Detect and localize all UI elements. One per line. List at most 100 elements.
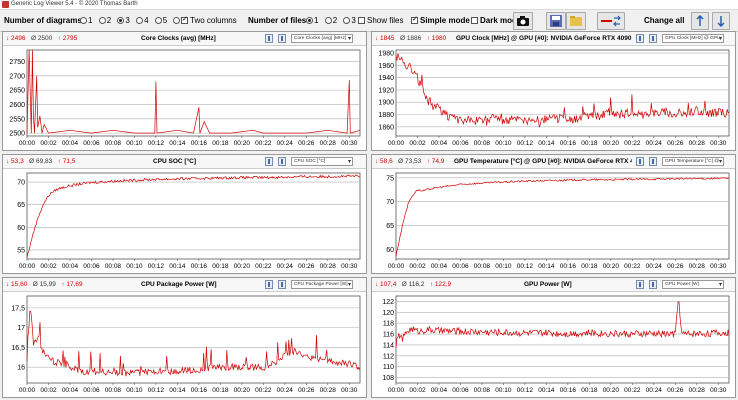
x-tick-label: 00:00 [19,387,36,394]
folder-button[interactable] [566,12,586,30]
x-tick-label: 00:18 [581,140,598,147]
folder-icon [570,16,582,26]
diagram-radio-4[interactable]: 4 [136,16,149,25]
x-tick-label: 00:30 [710,387,727,394]
file-radio-2[interactable]: 2 [324,16,337,25]
x-tick-label: 00:10 [126,387,143,394]
x-tick-label: 00:10 [495,140,512,147]
window-title: Generic Log Viewer 5.4 - © 2020 Thomas B… [11,1,138,7]
x-tick-label: 00:26 [667,263,684,270]
x-tick-label: 00:28 [320,263,337,270]
axis-settings-button[interactable] [636,157,644,166]
dark-mode-checkbox[interactable]: Dark mod [471,16,517,25]
diagram-radio-3[interactable]: 3 [117,16,130,25]
panel-title: GPU Power [W] [524,281,572,288]
x-tick-label: 00:22 [255,263,272,270]
swap-lines-button[interactable] [597,12,625,30]
toolbar: Number of diagrams 1 2 3 4 5 6 Two colum… [0,10,738,32]
axis-settings-button[interactable] [265,280,273,289]
y-tick-label: 1900 [378,100,394,107]
swap-lines-icon [601,15,621,27]
y-tick-label: 2600 [9,102,25,109]
y-tick-label: 114 [383,342,394,349]
channel-select[interactable]: Core Clocks (avg) [MHz] [291,34,353,43]
app-icon [2,1,9,8]
x-tick-label: 00:14 [169,140,186,147]
sort-up-button[interactable] [691,12,709,30]
x-tick-label: 00:06 [83,140,100,147]
x-tick-label: 00:02 [409,263,426,270]
x-tick-label: 00:18 [212,387,229,394]
x-tick-label: 00:02 [409,387,426,394]
save-button[interactable] [546,12,566,30]
x-tick-label: 00:16 [191,140,208,147]
axis-reset-button[interactable] [649,34,657,43]
axis-settings-button[interactable] [265,34,273,43]
diagram-radio-1[interactable]: 1 [80,16,92,25]
x-tick-label: 00:10 [495,387,512,394]
diagram-radio-2[interactable]: 2 [98,16,111,25]
y-tick-label: 112 [383,353,394,360]
x-tick-label: 00:18 [581,387,598,394]
x-tick-label: 00:20 [234,387,251,394]
channel-select[interactable]: GPU Power [W] [662,280,724,289]
axis-reset-button[interactable] [278,157,286,166]
axis-settings-button[interactable] [265,157,273,166]
x-tick-label: 00:26 [667,140,684,147]
x-tick-label: 00:04 [62,263,79,270]
x-tick-label: 00:14 [169,263,186,270]
channel-select[interactable]: GPU Clock [MHz] @ GPU [662,34,724,43]
axis-settings-button[interactable] [636,34,644,43]
panel-header: ↓ 107,4 Ø 116,2 ↑ 122,9 GPU Power [W] GP… [372,278,735,292]
x-tick-label: 00:20 [234,263,251,270]
x-tick-label: 00:26 [298,263,315,270]
panel-stats: ↓ 58,6 Ø 73,53 ↑ 74,9 [375,158,445,165]
file-radio-1[interactable]: 1 [306,16,318,25]
x-tick-label: 00:22 [255,387,272,394]
panel-stats: ↓ 107,4 Ø 116,2 ↑ 122,9 [375,281,452,288]
x-tick-label: 00:02 [409,140,426,147]
simple-mode-checkbox[interactable]: Simple mode [411,15,470,25]
y-tick-label: 65 [386,223,394,230]
file-radio-3[interactable]: 3 [343,16,356,25]
panel-header: ↓ 15,60 Ø 15,99 ↑ 17,69 CPU Package Powe… [3,278,366,292]
x-tick-label: 00:02 [40,263,57,270]
series-line [26,174,361,258]
x-tick-label: 00:04 [62,387,79,394]
x-tick-label: 00:22 [624,263,641,270]
axis-reset-button[interactable] [649,280,657,289]
two-columns-checkbox[interactable]: Two columns [181,15,237,25]
window-titlebar: Generic Log Viewer 5.4 - © 2020 Thomas B… [0,0,738,10]
x-tick-label: 00:18 [581,263,598,270]
panel-header: ↓ 1845 Ø 1886 ↑ 1980 GPU Clock [MHz] @ G… [372,32,735,46]
camera-button[interactable] [513,12,533,30]
y-tick-label: 1880 [378,112,394,119]
show-files-checkbox[interactable]: Show files [358,16,403,25]
x-tick-label: 00:04 [431,263,448,270]
axis-reset-button[interactable] [278,280,286,289]
y-tick-label: 60 [17,225,25,232]
channel-select[interactable]: CPU Package Power [W] [291,280,353,289]
x-tick-label: 00:20 [603,387,620,394]
diagram-radio-5[interactable]: 5 [154,16,167,25]
y-tick-label: 110 [383,364,394,371]
y-tick-label: 2550 [9,116,25,123]
x-tick-label: 00:24 [277,263,294,270]
channel-select[interactable]: CPU SOC [°C] [291,157,353,166]
channel-select[interactable]: GPU Temperature [°C] @ [662,157,724,166]
x-tick-label: 00:14 [538,387,555,394]
x-tick-label: 00:30 [341,140,358,147]
x-tick-label: 00:16 [560,387,577,394]
axis-settings-button[interactable] [636,280,644,289]
axis-reset-button[interactable] [649,157,657,166]
axis-reset-button[interactable] [278,34,286,43]
panel-header: ↓ 2496 Ø 2500 ↑ 2795 Core Clocks (avg) [… [3,32,366,46]
x-tick-label: 00:00 [388,387,405,394]
num-files-label: Number of files [248,16,307,25]
sort-down-button[interactable] [712,12,730,30]
plot-area [26,172,361,260]
x-tick-label: 00:06 [452,263,469,270]
num-diagrams-label: Number of diagrams [4,16,82,25]
x-tick-label: 00:04 [431,140,448,147]
y-tick-label: 70 [386,199,394,206]
